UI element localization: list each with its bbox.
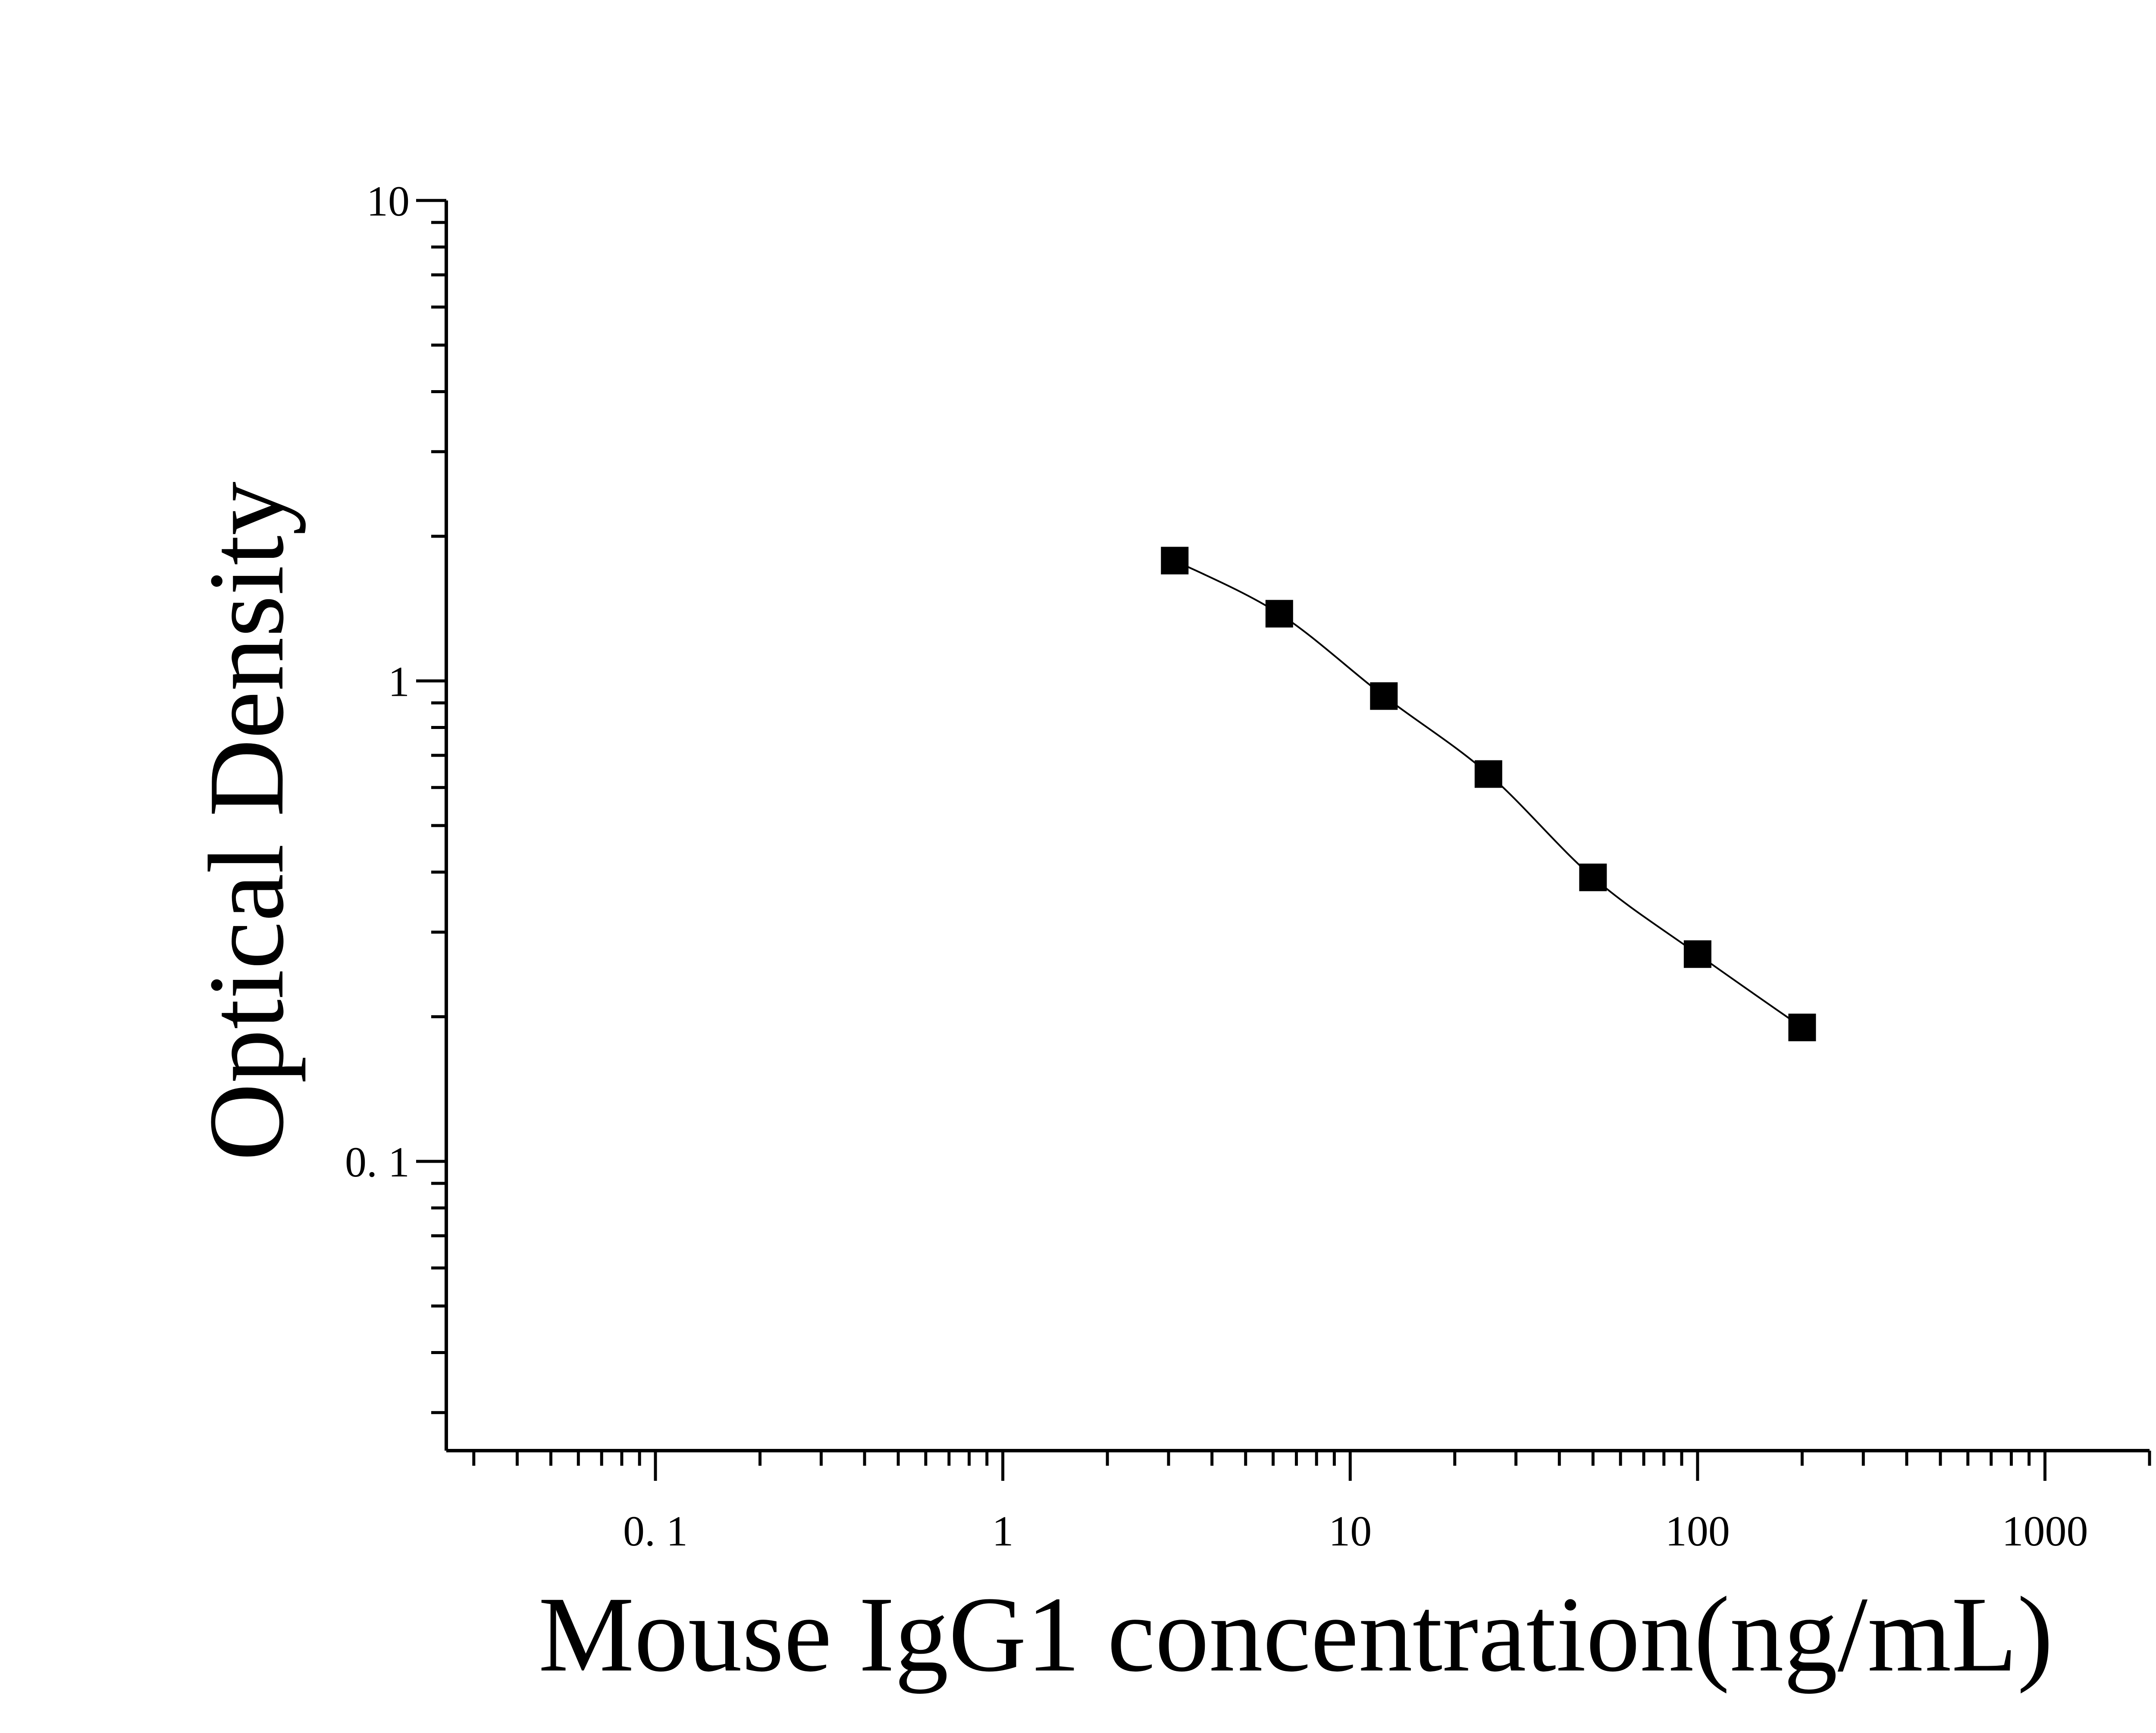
x-tick-label: 1 bbox=[992, 1507, 1014, 1555]
data-point bbox=[1683, 940, 1711, 968]
data-point bbox=[1788, 1014, 1816, 1042]
y-tick-label: 10 bbox=[367, 177, 410, 225]
y-tick-label: 1 bbox=[388, 658, 410, 706]
x-tick-label: 10 bbox=[1329, 1507, 1372, 1555]
ticks bbox=[416, 199, 2151, 1481]
x-tick-label: 1000 bbox=[2002, 1507, 2088, 1555]
x-tick-label: 0. 1 bbox=[623, 1507, 688, 1555]
data-point bbox=[1161, 547, 1189, 575]
tick-labels: 0. 1 1 10 100 1000 0. 1 1 10 bbox=[345, 177, 2088, 1555]
data-point bbox=[1579, 863, 1607, 892]
x-tick-label: 100 bbox=[1665, 1507, 1730, 1555]
y-axis-title: Optical Density bbox=[187, 482, 306, 1161]
data-point bbox=[1370, 682, 1398, 710]
data-point bbox=[1265, 600, 1293, 628]
y-tick-label: 0. 1 bbox=[345, 1138, 410, 1186]
x-axis-title: Mouse IgG1 concentration(ng/mL) bbox=[539, 1575, 2053, 1694]
axes bbox=[445, 200, 2150, 1452]
data-point bbox=[1474, 760, 1502, 788]
data-points bbox=[1161, 547, 1816, 1042]
